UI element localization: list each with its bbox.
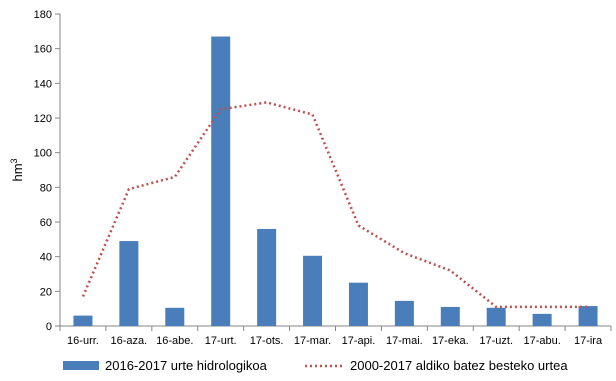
- x-tick-label: 17-mai.: [386, 335, 423, 347]
- y-tick-label: 160: [34, 44, 52, 56]
- x-tick-label: 17-eka.: [432, 335, 469, 347]
- bar: [211, 36, 231, 327]
- y-tick-label: 80: [40, 182, 52, 194]
- y-tick-label: 60: [40, 217, 52, 229]
- y-tick-label: 140: [34, 78, 52, 90]
- y-axis-label: hm3: [9, 158, 25, 181]
- legend-label-line: 2000-2017 aldiko batez besteko urtea: [350, 358, 568, 373]
- x-tick-label: 17-ira: [574, 335, 603, 347]
- x-tick-label: 17-api.: [342, 335, 376, 347]
- x-tick-label: 16-abe.: [156, 335, 193, 347]
- x-tick-label: 16-aza.: [111, 335, 148, 347]
- y-tick-label: 100: [34, 148, 52, 160]
- bar: [578, 306, 598, 326]
- bar: [303, 255, 323, 326]
- x-tick-label: 17-uzt.: [479, 335, 513, 347]
- legend-label-bars: 2016-2017 urte hidrologikoa: [105, 358, 268, 373]
- bar: [532, 313, 552, 326]
- bar: [165, 307, 185, 326]
- bar: [394, 300, 414, 326]
- y-tick-label: 20: [40, 286, 52, 298]
- x-tick-label: 16-urr.: [67, 335, 99, 347]
- x-tick-label: 17-abu.: [523, 335, 560, 347]
- x-tick-label: 17-urt.: [205, 335, 237, 347]
- bar: [257, 228, 277, 326]
- series-line: [81, 101, 588, 309]
- x-tick-label: 17-mar.: [294, 335, 331, 347]
- legend-swatch-bar: [63, 361, 99, 370]
- y-tick-label: 0: [46, 321, 52, 333]
- y-axis-label-superscript: 3: [9, 158, 19, 163]
- bar: [73, 315, 93, 326]
- x-tick-label: 17-ots.: [250, 335, 284, 347]
- bar: [440, 306, 460, 326]
- y-tick-label: 120: [34, 113, 52, 125]
- y-tick-label: 180: [34, 9, 52, 21]
- bar: [348, 282, 368, 326]
- y-axis-label-main: hm: [10, 163, 25, 181]
- bar: [486, 307, 506, 326]
- y-tick-label: 40: [40, 252, 52, 264]
- bar: [119, 241, 139, 326]
